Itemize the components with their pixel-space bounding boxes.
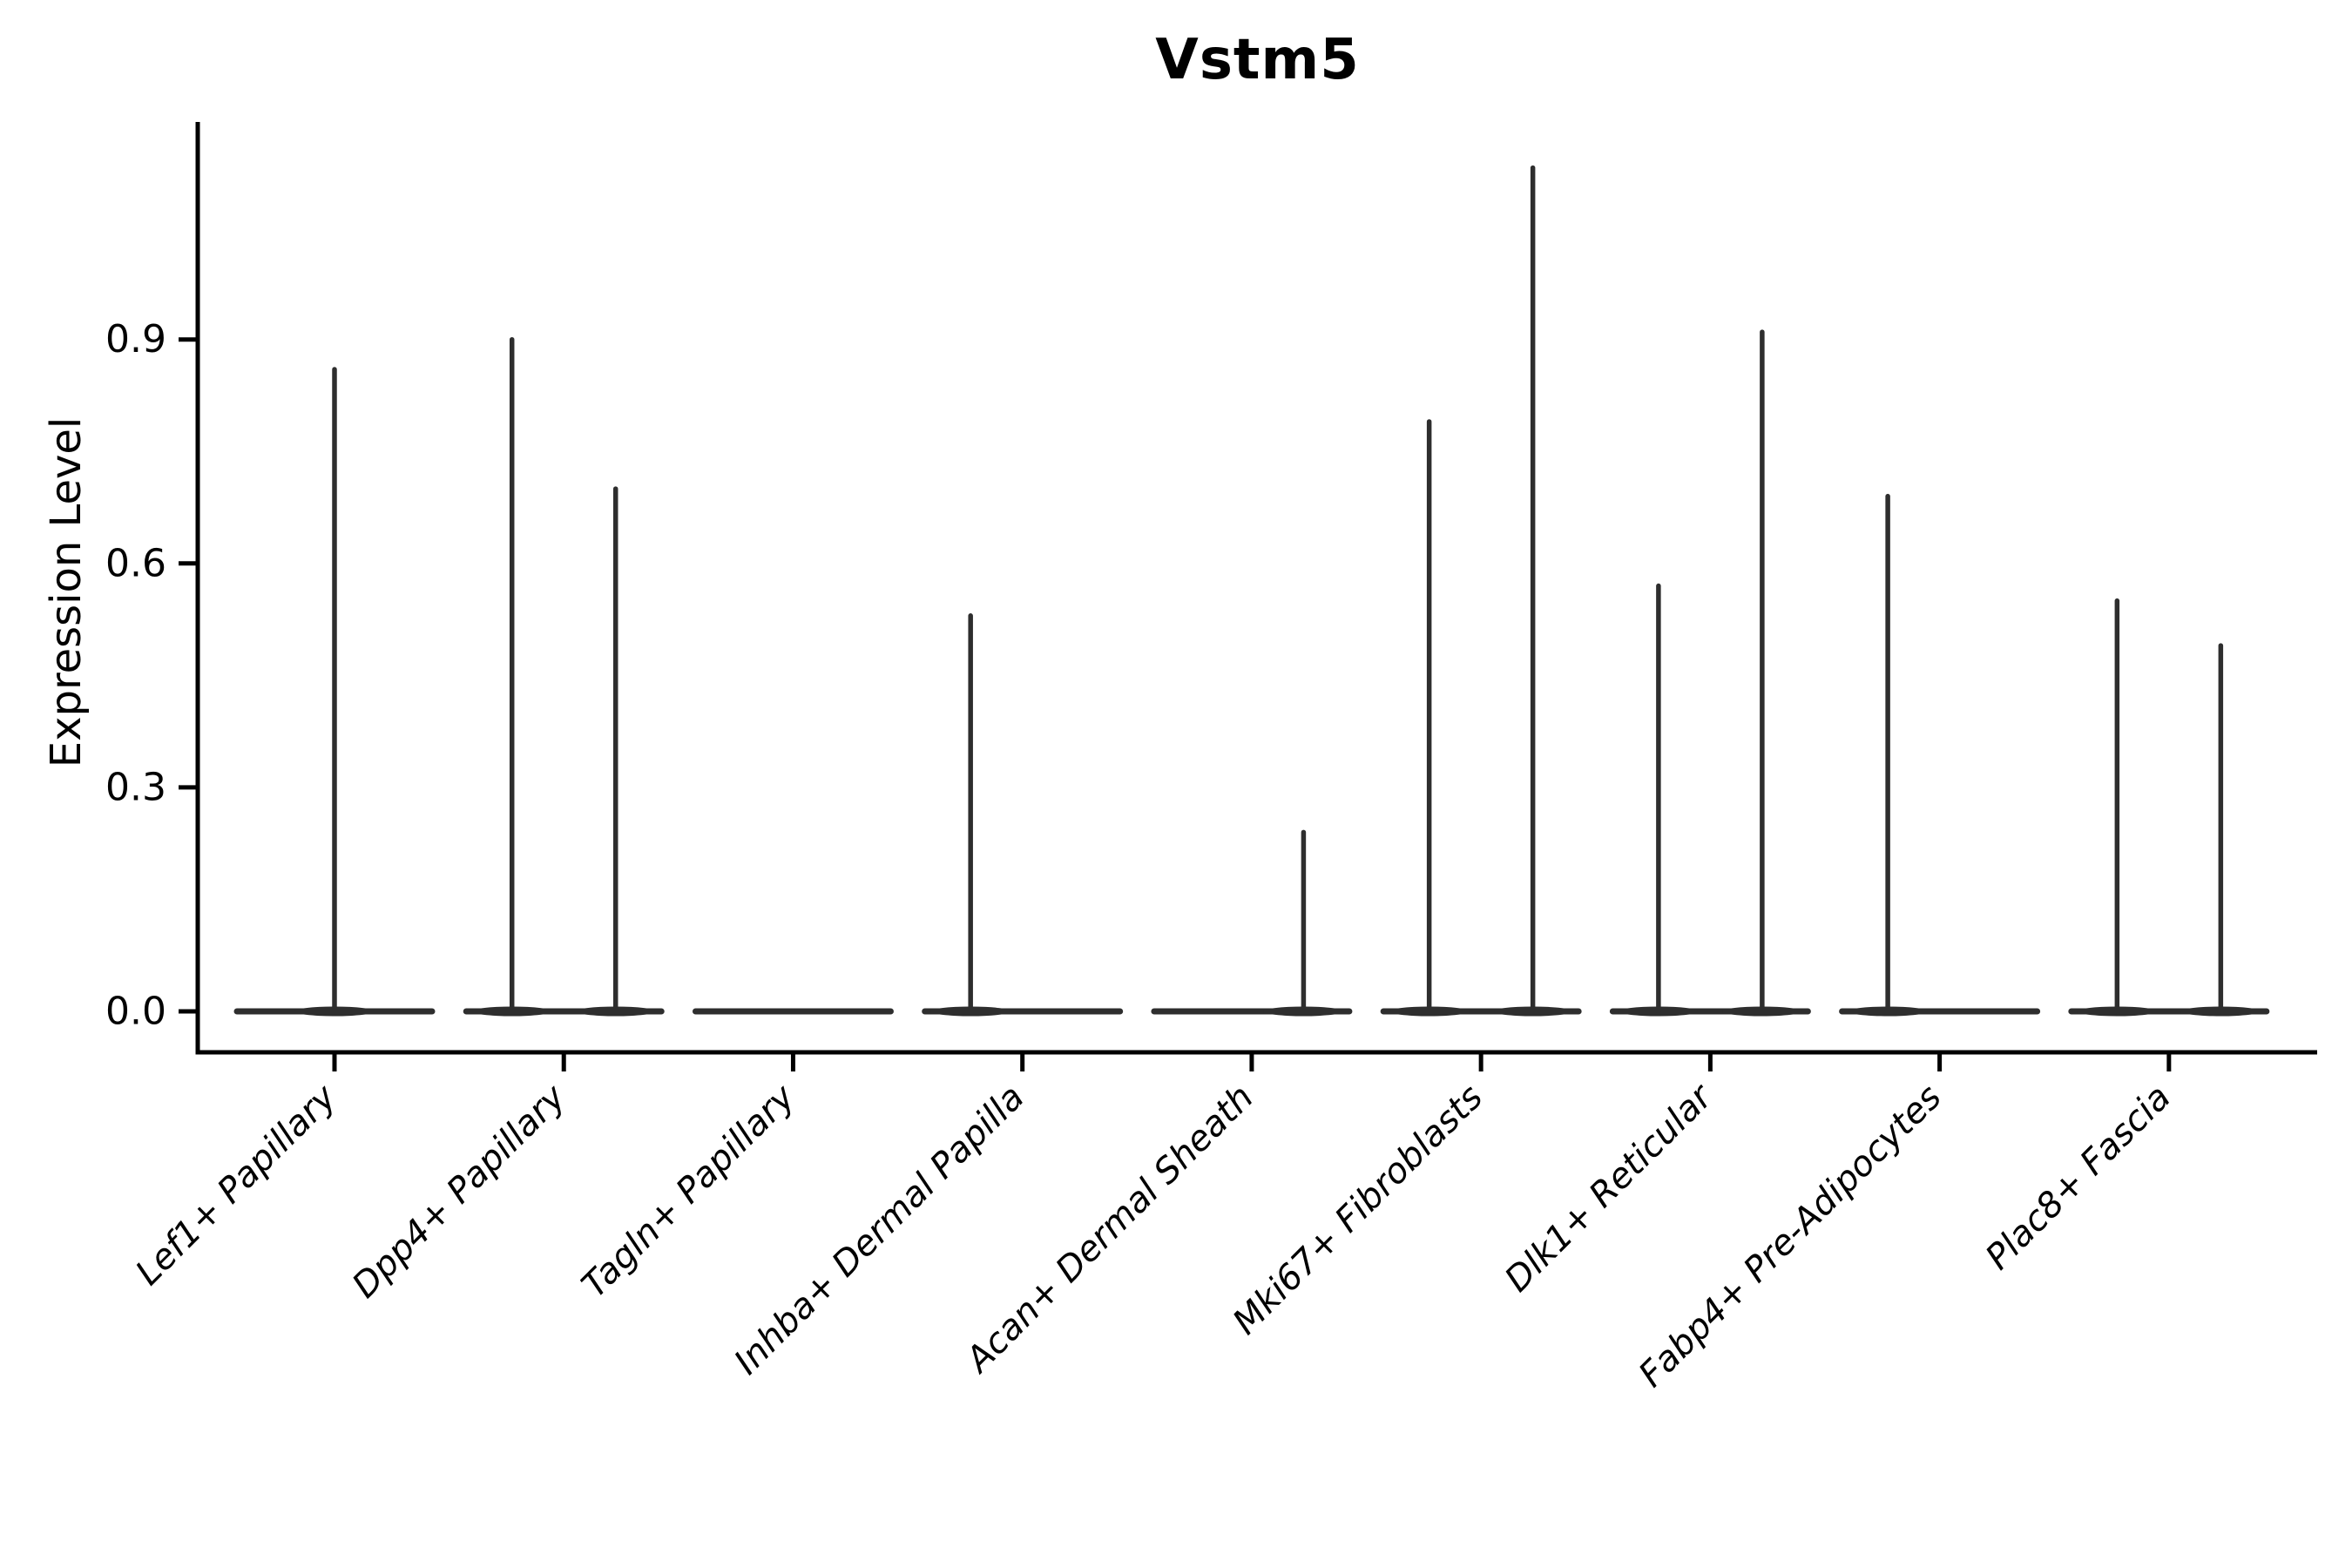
y-tick-label: 0.3 [105, 765, 166, 809]
x-tick-label: Dpp4+ Papillary [345, 1077, 574, 1306]
x-tick-label: Plac8+ Fascia [1978, 1078, 2179, 1278]
y-tick-label: 0.9 [105, 317, 166, 362]
x-tick-label: Dlk1+ Reticular [1497, 1076, 1721, 1300]
y-tick-label: 0.6 [105, 541, 166, 585]
x-tick-label: Mki67+ Fibroblasts [1226, 1078, 1491, 1343]
x-tick-label: Tagln+ Papillary [574, 1077, 803, 1306]
y-tick-label: 0.0 [105, 990, 166, 1034]
x-tick-label: Lef1+ Papillary [128, 1077, 345, 1294]
chart-title: Vstm5 [1155, 28, 1360, 92]
